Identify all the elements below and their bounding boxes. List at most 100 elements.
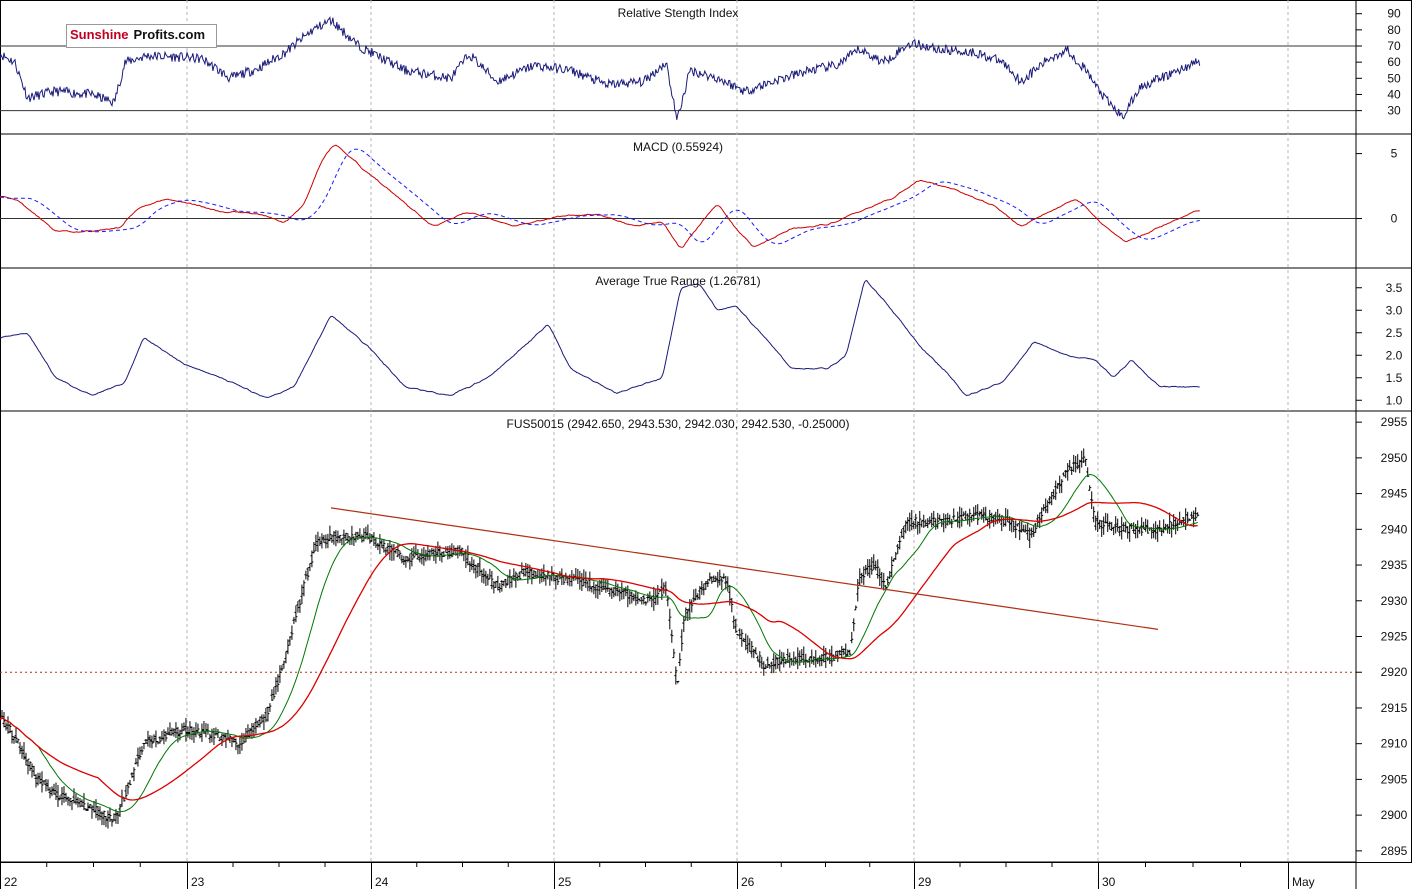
ohlc-bar (1074, 455, 1078, 473)
ohlc-bar (74, 793, 78, 805)
ohlc-bar (532, 570, 536, 579)
ohlc-bar (718, 569, 722, 586)
ohlc-bar (430, 547, 434, 555)
ohlc-bar (380, 539, 384, 549)
ohlc-bar (604, 578, 608, 593)
x-tick-label: 30 (1102, 875, 1116, 889)
ohlc-bar (98, 806, 102, 821)
ohlc-bar (750, 641, 754, 658)
ohlc-bar (696, 593, 700, 600)
ohlc-bar (236, 744, 240, 755)
y-tick-label: 2950 (1381, 451, 1408, 465)
ohlc-bar (254, 718, 258, 734)
ohlc-bar (1048, 496, 1052, 505)
ohlc-bar (862, 566, 866, 585)
ohlc-bar (198, 732, 202, 739)
ohlc-bar (200, 723, 204, 742)
ohlc-bar (738, 628, 742, 640)
ohlc-bar (230, 737, 234, 748)
ohlc-bar (998, 513, 1002, 523)
ohlc-bar (1154, 521, 1158, 540)
ohlc-bar (158, 736, 162, 744)
ohlc-bar (994, 511, 998, 525)
ohlc-bar (864, 564, 868, 575)
ohlc-bar (112, 813, 116, 822)
ohlc-bar (482, 568, 486, 584)
ohlc-bar (1106, 513, 1110, 532)
ohlc-bar (432, 548, 436, 562)
ohlc-bar (676, 680, 680, 684)
ohlc-bar (734, 618, 738, 633)
ohlc-bar (474, 564, 478, 579)
ohlc-bar (874, 560, 878, 571)
ohlc-bar (426, 545, 430, 561)
ohlc-bar (624, 586, 628, 597)
ohlc-bar (1032, 525, 1036, 538)
ohlc-bar (870, 557, 874, 575)
ohlc-bar (744, 633, 748, 651)
ohlc-bar (670, 629, 674, 643)
atr-line (0, 280, 1200, 399)
ohlc-bar (548, 574, 552, 586)
ohlc-bar (256, 720, 260, 728)
ohlc-bar (500, 580, 504, 592)
ohlc-bar (1030, 527, 1034, 538)
ohlc-bar (1118, 525, 1122, 537)
ohlc-bar (434, 545, 438, 564)
ohlc-bar (872, 554, 876, 570)
ohlc-bar (44, 779, 48, 792)
ohlc-bar (1038, 512, 1042, 529)
ohlc-bar (274, 677, 278, 695)
ohlc-bar (1002, 516, 1006, 527)
ohlc-bar (1020, 521, 1024, 533)
ohlc-bar (880, 571, 884, 589)
ohlc-bar (1092, 506, 1096, 523)
ohlc-bar (96, 806, 100, 821)
ohlc-bar (1026, 522, 1030, 540)
ohlc-bar (708, 572, 712, 582)
ohlc-bar (726, 576, 730, 592)
ohlc-bar (814, 650, 818, 668)
x-tick-label: 22 (4, 875, 18, 889)
ohlc-bar (1192, 510, 1196, 528)
ohlc-bar (1102, 516, 1106, 535)
ohlc-bar (822, 645, 826, 663)
ohlc-bar (488, 568, 492, 580)
ohlc-bar (150, 735, 154, 749)
y-tick-label: 2.5 (1386, 326, 1403, 340)
ohlc-bar (698, 586, 702, 600)
ohlc-bar (850, 631, 854, 644)
ohlc-bar (460, 547, 464, 557)
ohlc-bar (1066, 463, 1070, 481)
ohlc-bar (62, 786, 66, 803)
ohlc-bar (1114, 516, 1118, 534)
ohlc-bar (186, 726, 190, 738)
ohlc-bar (1068, 459, 1072, 471)
ohlc-bar (378, 534, 382, 555)
y-tick-label: 1.0 (1386, 393, 1403, 407)
ohlc-bar (480, 569, 484, 583)
ohlc-bar (524, 562, 528, 577)
ohlc-bar (358, 528, 362, 539)
ohlc-bar (1196, 512, 1200, 517)
ohlc-bar (854, 605, 858, 611)
ohlc-bar (1000, 515, 1004, 532)
watermark-logo: Sunshine Profits.com (66, 24, 217, 48)
ohlc-bar (722, 573, 726, 580)
ohlc-bar (64, 792, 68, 802)
ohlc-bar (78, 797, 82, 808)
ohlc-bar (578, 570, 582, 590)
y-tick-label: 3.5 (1386, 281, 1403, 295)
ohlc-bar (1078, 459, 1082, 474)
ohlc-bar (340, 537, 344, 546)
ohlc-bar (144, 739, 148, 744)
ohlc-bar (476, 563, 480, 578)
ohlc-bar (22, 742, 26, 760)
ohlc-bar (20, 745, 24, 759)
ohlc-bar (260, 714, 264, 724)
ohlc-bar (24, 752, 28, 766)
ohlc-bar (28, 761, 32, 772)
y-tick-label: 2.0 (1386, 348, 1403, 362)
ohlc-bar (928, 516, 932, 525)
ohlc-bar (866, 559, 870, 577)
